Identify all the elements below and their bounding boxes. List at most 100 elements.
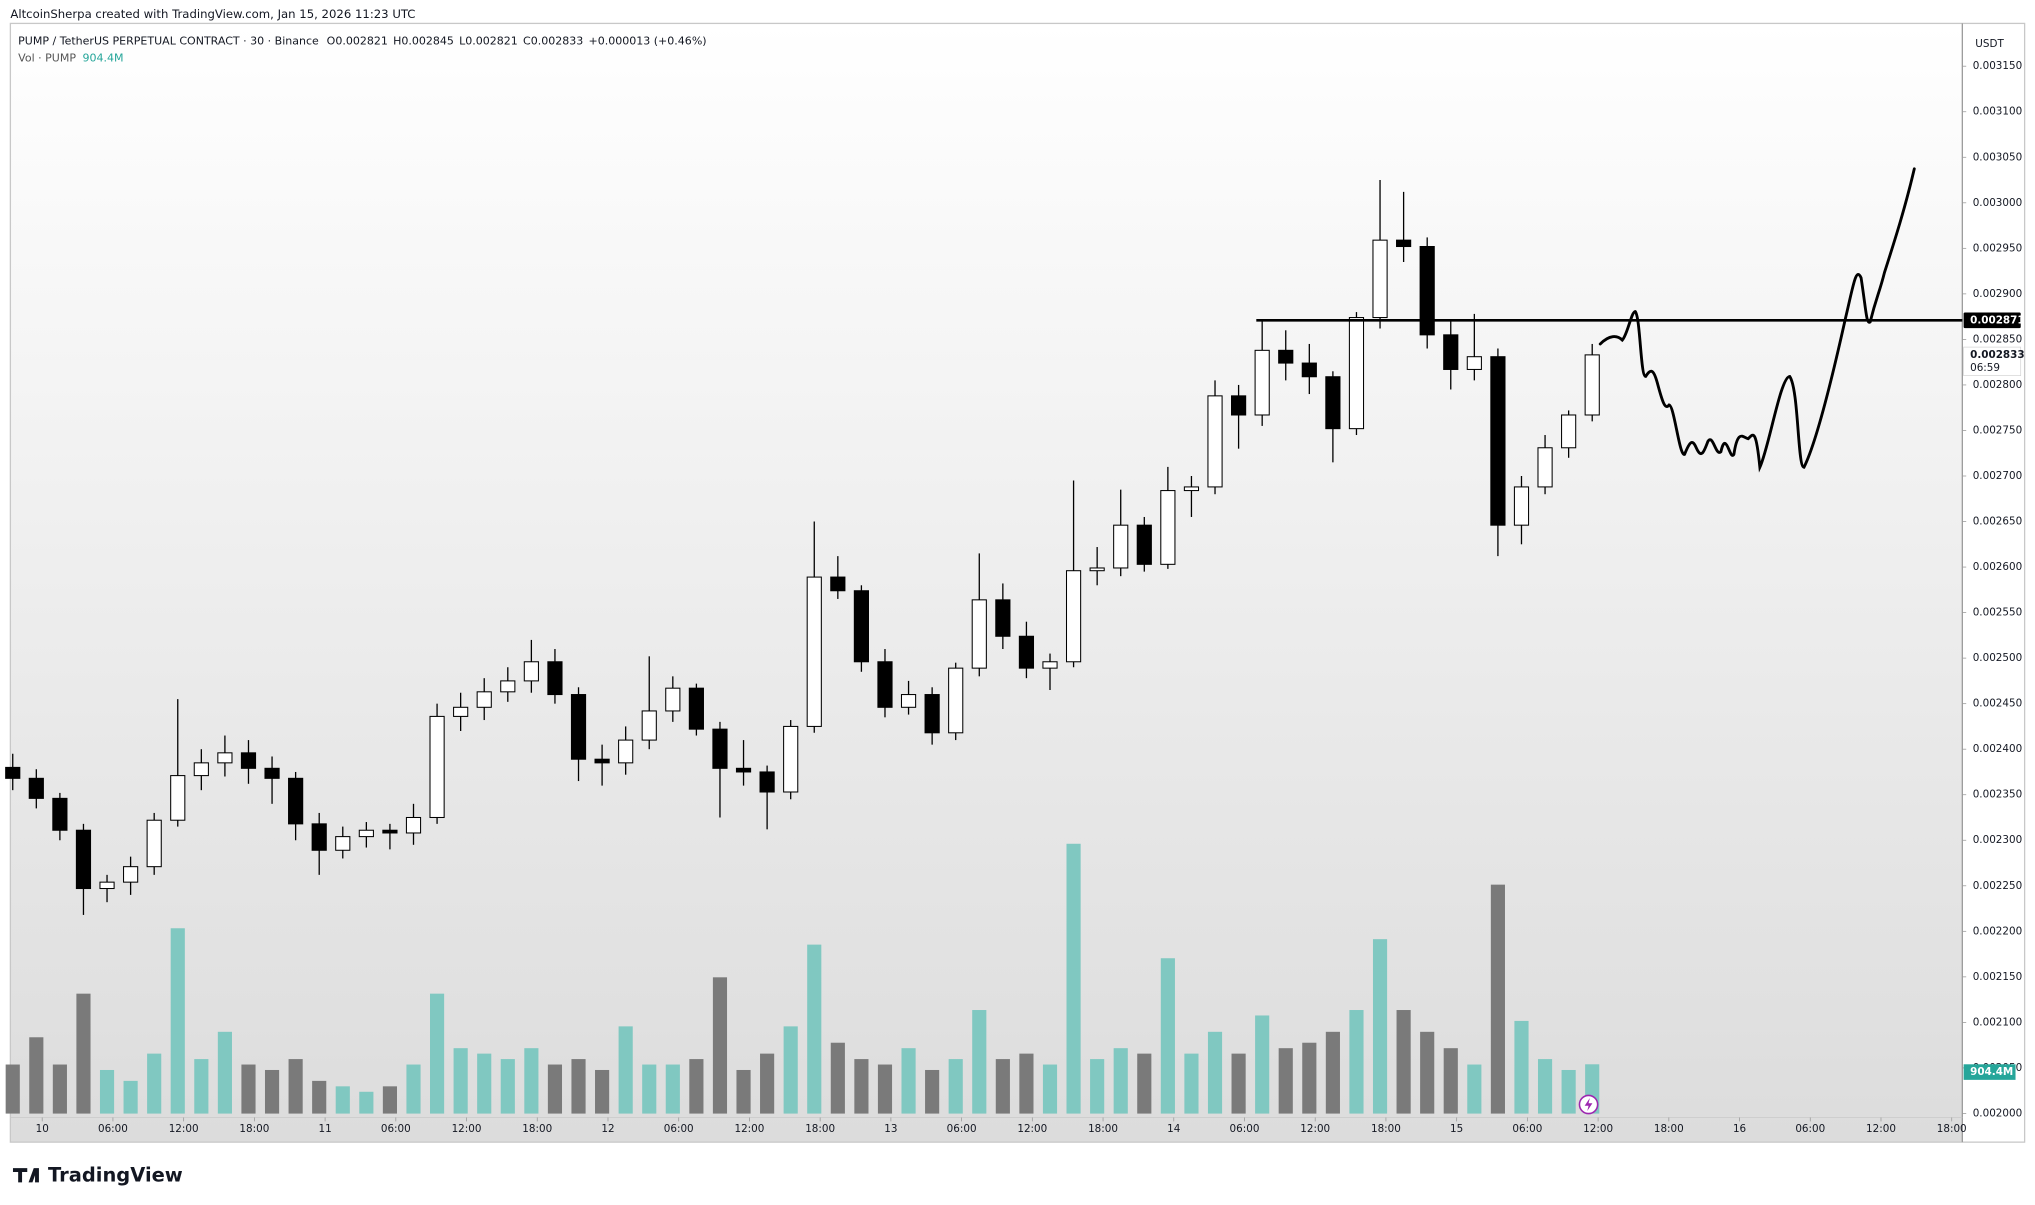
- volume-bar: [1349, 1010, 1364, 1114]
- x-tick-label: 06:00: [381, 1123, 411, 1135]
- y-tick-label: 0.003000: [1973, 197, 2023, 209]
- candle-body: [405, 816, 422, 834]
- candle-body: [1513, 486, 1530, 526]
- volume-bar: [52, 1064, 67, 1114]
- ohlc-value: 0.002821: [465, 35, 518, 48]
- volume-bar: [1066, 843, 1081, 1114]
- y-tick-label: 0.002250: [1973, 880, 2023, 892]
- volume-bar: [948, 1059, 963, 1114]
- volume-bar: [618, 1026, 633, 1114]
- candle-body: [217, 752, 233, 764]
- ohlc-value: 0.002833: [531, 35, 584, 48]
- volume-bar: [1090, 1059, 1105, 1114]
- volume-bar: [595, 1069, 610, 1114]
- volume-bar: [712, 977, 728, 1114]
- candle-body: [52, 797, 68, 831]
- ohlc-key: C: [523, 35, 531, 48]
- volume-bar: [901, 1048, 916, 1114]
- volume-bar: [406, 1064, 421, 1114]
- y-tick-label: 0.002100: [1973, 1016, 2023, 1028]
- candle-body: [1089, 567, 1105, 572]
- candle-body: [1396, 239, 1412, 248]
- x-tick-label: 12:00: [1866, 1123, 1896, 1135]
- candle-body: [618, 739, 634, 764]
- volume-bar: [1231, 1053, 1246, 1114]
- x-tick-label: 13: [884, 1123, 897, 1135]
- volume-bar: [972, 1010, 987, 1114]
- candle-body: [193, 762, 209, 777]
- x-tick-label: 12:00: [452, 1123, 482, 1135]
- y-tick-label: 0.002750: [1973, 424, 2023, 436]
- volume-bar: [430, 993, 445, 1114]
- y-tick-label: 0.002700: [1973, 470, 2023, 482]
- candle-body: [594, 758, 610, 764]
- y-tick-label: 0.002550: [1973, 607, 2023, 619]
- candle-body: [1113, 524, 1129, 569]
- candle-body: [641, 710, 657, 741]
- volume-bar: [760, 1053, 775, 1114]
- volume-bar: [1490, 884, 1505, 1114]
- candle-body: [783, 725, 799, 793]
- candle-body: [1537, 447, 1553, 488]
- ohlc-key: H: [393, 35, 401, 48]
- ohlc-key: L: [459, 35, 466, 48]
- y-tick-label: 0.003100: [1973, 106, 2023, 118]
- volume-bar: [547, 1064, 563, 1114]
- frame: [9, 22, 2026, 1143]
- volume-bar: [1137, 1053, 1152, 1114]
- volume-bar: [1396, 1010, 1411, 1114]
- volume-bar: [500, 1059, 515, 1114]
- volume-bar: [147, 1053, 162, 1114]
- x-tick-label: 06:00: [1795, 1123, 1825, 1135]
- candle-body: [1136, 524, 1152, 565]
- candle-body: [1490, 356, 1506, 526]
- candle-body: [123, 866, 139, 883]
- volume-bar: [1278, 1048, 1293, 1114]
- candle-body: [1325, 376, 1341, 430]
- candle-body: [1419, 245, 1435, 336]
- candle-body: [995, 599, 1011, 637]
- x-tick-label: 18:00: [805, 1123, 835, 1135]
- volume-bar: [642, 1064, 657, 1114]
- candle-body: [853, 590, 870, 663]
- volume-bar: [1325, 1031, 1340, 1114]
- y-tick-label: 0.002900: [1973, 288, 2023, 300]
- candle-body: [358, 829, 374, 838]
- y-tick-label: 0.002300: [1973, 834, 2023, 846]
- candle-body: [759, 771, 775, 793]
- volume-bar: [1302, 1042, 1317, 1114]
- plot-area: [10, 23, 1963, 1143]
- y-tick-label: 0.002500: [1973, 652, 2023, 664]
- candle-body: [476, 691, 492, 708]
- candle-body: [688, 687, 704, 730]
- volume-bar: [1443, 1048, 1458, 1114]
- x-tick-label: 18:00: [522, 1123, 552, 1135]
- volume-axis-label: 904.4M: [1970, 1066, 2013, 1078]
- volume-bar: [76, 993, 91, 1114]
- candle-body: [570, 694, 587, 760]
- candle-body: [1183, 486, 1200, 492]
- y-tick-label: 0.002850: [1973, 333, 2023, 345]
- candle-body: [1584, 354, 1600, 416]
- volume-bar: [1514, 1020, 1529, 1114]
- brand-logo: [12, 1168, 39, 1183]
- volume-bar: [877, 1064, 893, 1114]
- y-tick-label: 0.002450: [1973, 698, 2023, 710]
- y-tick-label: 0.002150: [1973, 971, 2023, 983]
- x-tick-label: 12:00: [1017, 1123, 1047, 1135]
- candle-body: [1042, 661, 1058, 669]
- candle-body: [1561, 414, 1577, 449]
- candle-body: [900, 694, 917, 708]
- volume-bar: [1207, 1031, 1223, 1114]
- candle-body: [453, 706, 469, 717]
- y-tick-label: 0.002600: [1973, 561, 2023, 573]
- x-tick-label: 18:00: [1371, 1123, 1401, 1135]
- volume-bar: [382, 1086, 397, 1114]
- candle-body: [877, 661, 893, 708]
- volume-bar: [99, 1069, 115, 1114]
- volume-bar: [1160, 958, 1175, 1114]
- x-tick-label: 06:00: [1512, 1123, 1542, 1135]
- volume-bar: [1537, 1059, 1553, 1114]
